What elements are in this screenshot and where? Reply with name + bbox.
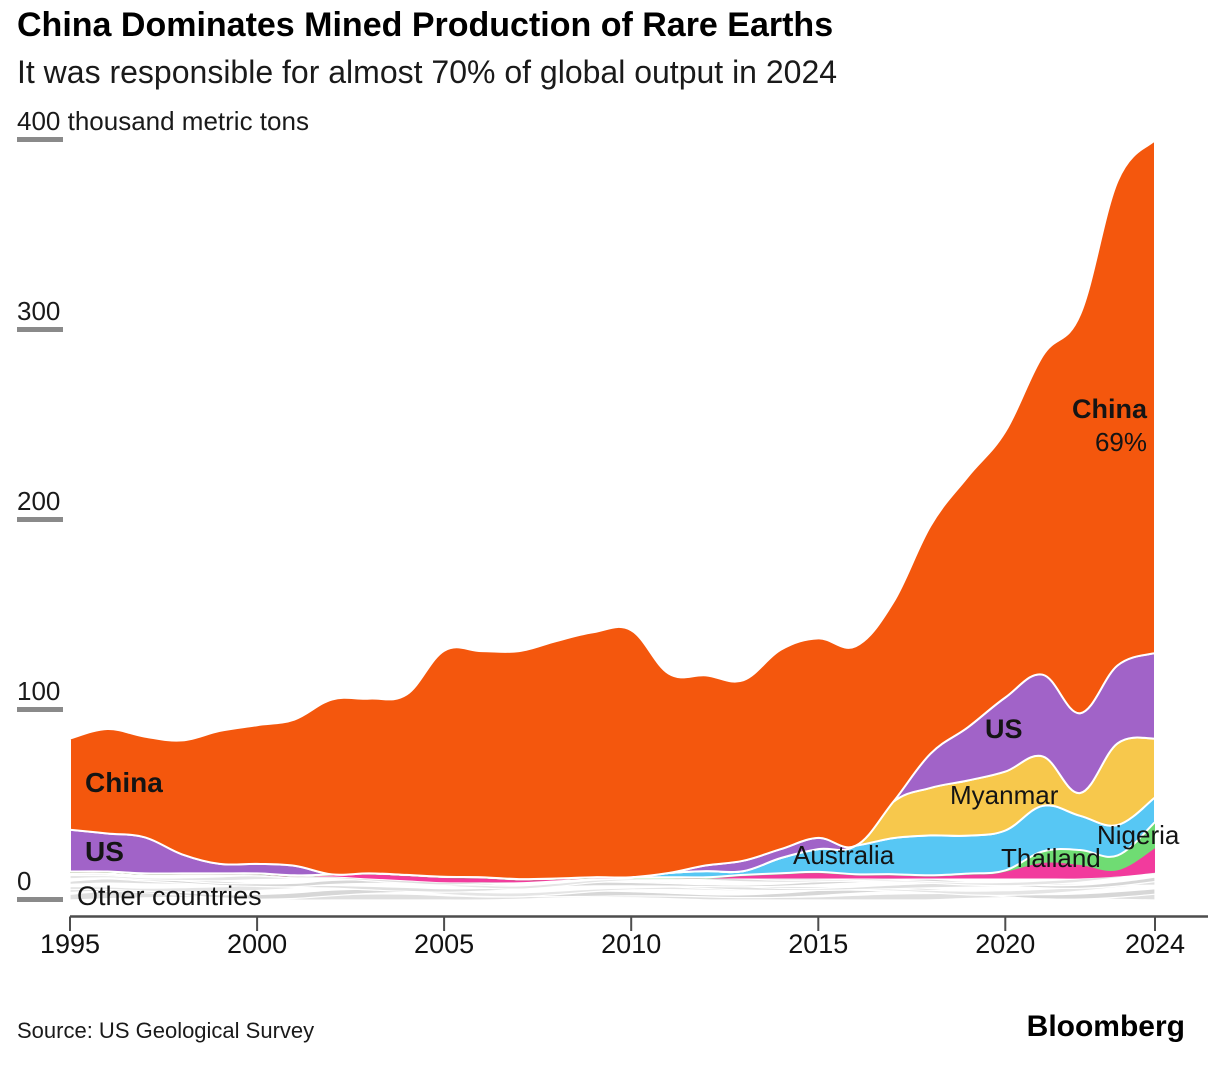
series-label-australia: Australia: [793, 840, 895, 870]
x-tick-label-2005: 2005: [414, 929, 474, 959]
series-label-other-countries: Other countries: [77, 881, 262, 911]
area-china: [70, 138, 1155, 881]
y-tick-label-200: 200: [17, 486, 60, 516]
x-tick-label-2020: 2020: [975, 929, 1035, 959]
areas-group: [70, 138, 1155, 901]
source-note: Source: US Geological Survey: [17, 1018, 315, 1043]
series-label-china: China: [1072, 394, 1148, 424]
series-label-china: China: [85, 767, 163, 798]
series-label-thailand: Thailand: [1001, 843, 1101, 873]
series-label-us: US: [85, 836, 124, 867]
y-tick-dash-100: [17, 707, 63, 712]
x-tick-label-1995: 1995: [40, 929, 100, 959]
bloomberg-logo: Bloomberg: [1026, 1010, 1185, 1043]
x-tick-label-2024: 2024: [1125, 929, 1185, 959]
y-tick-label-0: 0: [17, 866, 31, 896]
chart-subtitle: It was responsible for almost 70% of glo…: [17, 54, 838, 90]
y-tick-dash-0: [17, 897, 63, 902]
series-label-us: US: [985, 714, 1023, 744]
x-tick-label-2015: 2015: [788, 929, 848, 959]
series-label-69-: 69%: [1095, 427, 1147, 457]
series-label-myanmar: Myanmar: [950, 780, 1059, 810]
y-tick-dash-200: [17, 517, 63, 522]
x-tick-label-2010: 2010: [601, 929, 661, 959]
others-strand-3: [70, 877, 1155, 893]
y-tick-label-100: 100: [17, 676, 60, 706]
y-tick-dash-400: [17, 137, 63, 142]
x-tick-label-2000: 2000: [227, 929, 287, 959]
series-label-nigeria: Nigeria: [1097, 820, 1180, 850]
chart-title: China Dominates Mined Production of Rare…: [17, 6, 834, 44]
y-tick-dash-300: [17, 327, 63, 332]
y-axis-unit-label: 400 thousand metric tons: [17, 106, 309, 136]
y-tick-label-300: 300: [17, 296, 60, 326]
